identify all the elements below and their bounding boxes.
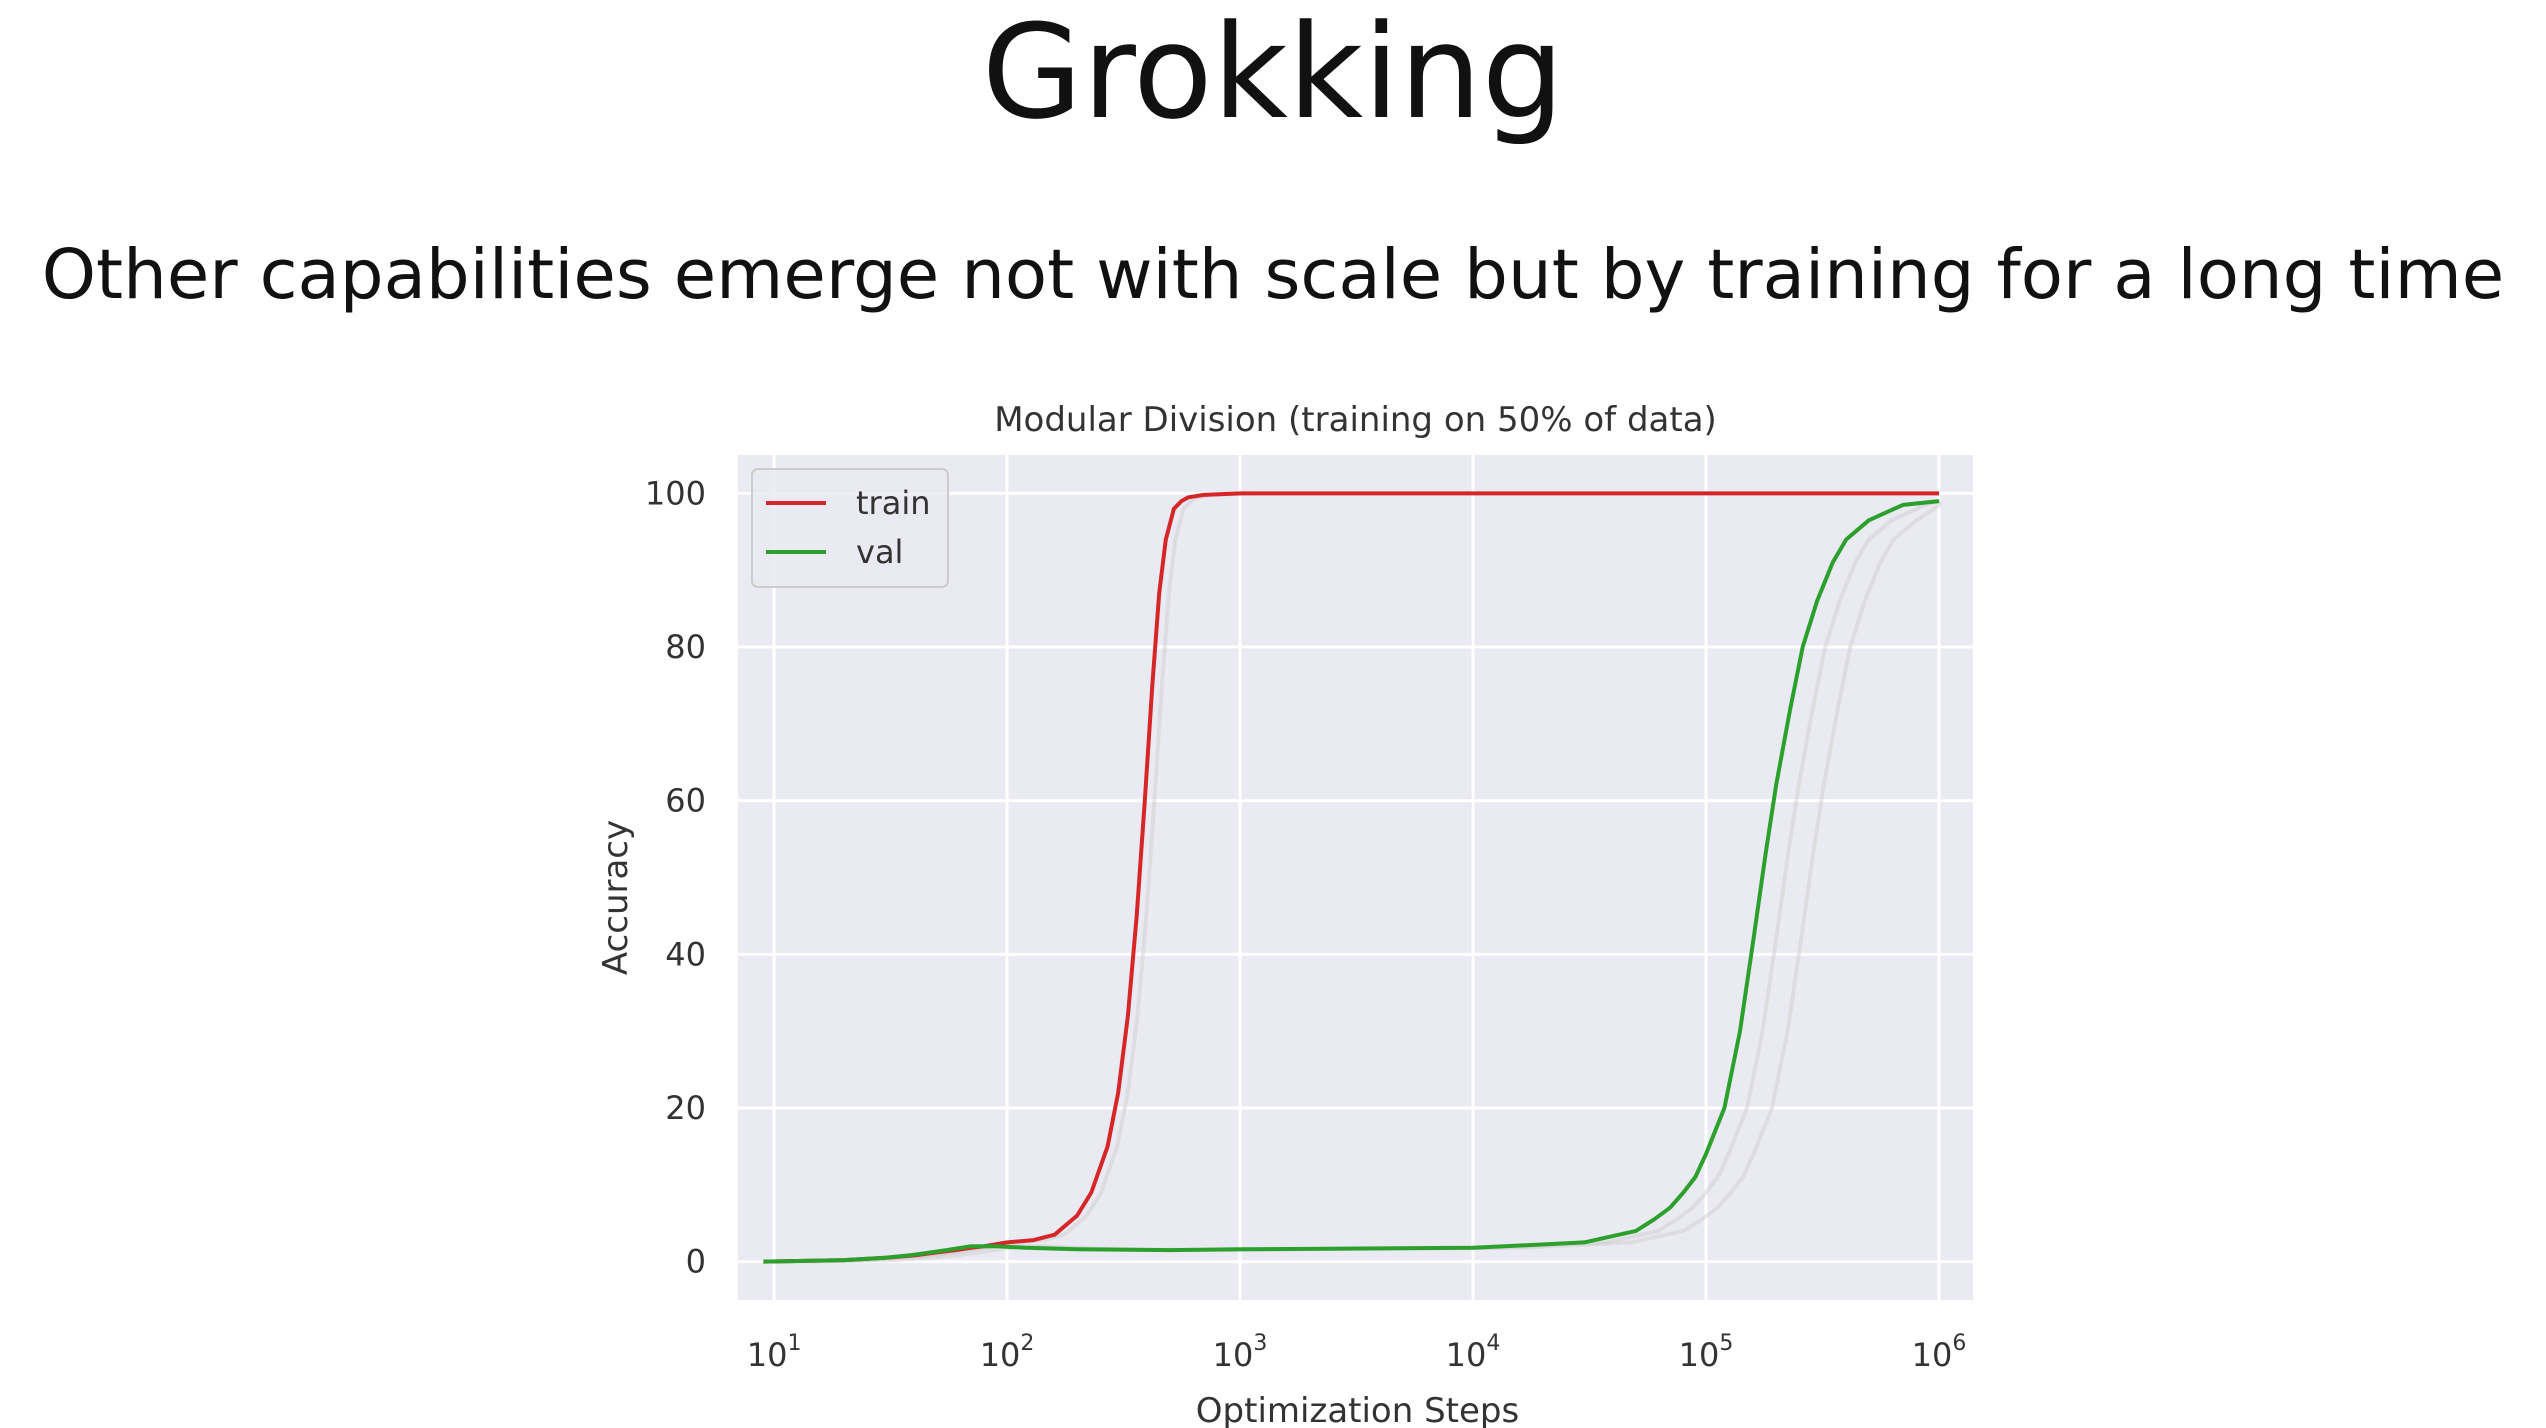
y-tick-label: 40 — [665, 935, 706, 973]
gridlines — [738, 455, 1973, 1300]
y-axis-label: Accuracy — [596, 820, 636, 975]
x-tick-exponent: 6 — [1952, 1331, 1966, 1356]
x-tick-base: 10 — [1213, 1336, 1254, 1374]
x-tick-exponent: 4 — [1486, 1331, 1500, 1356]
y-tick-label: 20 — [665, 1089, 706, 1127]
x-tick-exponent: 1 — [787, 1331, 801, 1356]
x-tick-label: 105 — [1679, 1331, 1734, 1374]
x-tick-base: 10 — [1679, 1336, 1720, 1374]
x-tick-base: 10 — [747, 1336, 788, 1374]
x-axis-label: Optimization Steps — [1196, 1391, 1519, 1428]
y-tick-label: 100 — [645, 474, 706, 512]
legend-label-val: val — [856, 533, 903, 571]
x-tick-base: 10 — [1446, 1336, 1487, 1374]
x-tick-exponent: 3 — [1253, 1331, 1267, 1356]
slide-title: Grokking — [981, 0, 1565, 148]
x-tick-label: 103 — [1213, 1331, 1268, 1374]
x-tick-exponent: 2 — [1020, 1331, 1034, 1356]
plot-area — [738, 455, 1973, 1300]
x-tick-base: 10 — [1912, 1336, 1953, 1374]
slide-subtitle: Other capabilities emerge not with scale… — [41, 235, 2505, 315]
x-tick-label: 101 — [747, 1331, 802, 1374]
chart-title: Modular Division (training on 50% of dat… — [994, 400, 1717, 440]
x-tick-exponent: 5 — [1719, 1331, 1733, 1356]
x-tick-label: 104 — [1446, 1331, 1501, 1374]
x-tick-label: 106 — [1912, 1331, 1967, 1374]
legend-box — [751, 468, 949, 588]
y-tick-label: 0 — [686, 1243, 706, 1281]
x-tick-label: 102 — [980, 1331, 1035, 1374]
y-tick-label: 80 — [665, 628, 706, 666]
series-line-val — [763, 499, 1940, 1264]
y-tick-label: 60 — [665, 782, 706, 820]
legend-label-train: train — [856, 484, 930, 522]
legend: train val — [751, 468, 949, 588]
x-tick-base: 10 — [980, 1336, 1021, 1374]
series-lines — [763, 491, 1942, 1264]
